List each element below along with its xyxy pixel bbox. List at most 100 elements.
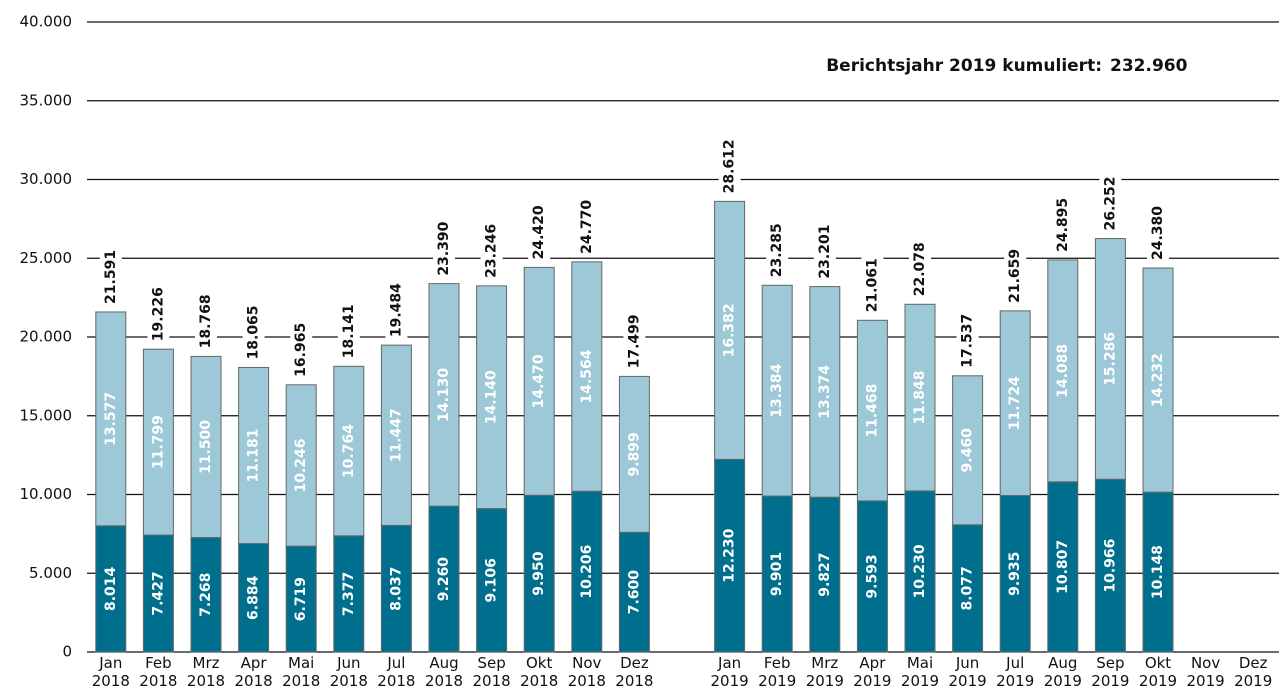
x-tick-label-line: Feb xyxy=(145,654,172,672)
x-tick-label: Jul 2019 xyxy=(996,654,1034,690)
segment-label: 14.232 xyxy=(1150,353,1166,407)
x-tick-label-line: 2019 xyxy=(901,672,939,690)
segment-label: 14.564 xyxy=(579,349,595,403)
segment-label: 8.037 xyxy=(388,567,404,611)
segment-label: 14.088 xyxy=(1055,344,1071,398)
total-label: 22.078 xyxy=(912,242,928,296)
x-tick-label-line: Apr xyxy=(859,654,886,672)
x-tick-label-line: 2019 xyxy=(1234,672,1272,690)
x-tick-label: Aug 2019 xyxy=(1044,654,1082,690)
bar-segment xyxy=(285,545,317,653)
total-label-bg xyxy=(385,275,408,340)
x-tick-label-line: Jan xyxy=(98,654,122,672)
x-tick-label-line: Jul xyxy=(1005,654,1024,672)
bar-segment xyxy=(856,500,888,653)
x-tick-label-line: Mrz xyxy=(811,654,838,672)
bar-segment xyxy=(714,458,746,653)
total-label: 18.141 xyxy=(341,304,357,358)
x-tick-label-line: Nov xyxy=(572,654,601,672)
total-label-bg xyxy=(909,234,931,299)
bar-segment xyxy=(95,311,127,527)
x-tick-label: Dez 2019 xyxy=(1234,654,1272,690)
x-tick-label: Apr 2019 xyxy=(853,654,891,690)
x-tick-label: Feb 2018 xyxy=(139,654,177,690)
x-tick-label: Jun 2019 xyxy=(949,654,987,690)
bar-segment xyxy=(761,284,793,497)
segment-label: 11.447 xyxy=(388,408,404,462)
x-tick-label: Feb 2019 xyxy=(758,654,796,690)
total-label: 23.201 xyxy=(817,225,833,279)
segment-label: 9.901 xyxy=(769,552,785,596)
x-tick-label-line: 2018 xyxy=(615,672,653,690)
x-tick-label-line: 2019 xyxy=(711,672,749,690)
segment-label: 7.427 xyxy=(150,571,166,615)
x-tick-label: Nov 2019 xyxy=(1187,654,1225,690)
segment-label: 6.719 xyxy=(293,577,309,621)
segment-label: 10.148 xyxy=(1150,545,1166,599)
segment-label: 9.460 xyxy=(960,428,976,473)
segment-label: 11.724 xyxy=(1007,376,1023,430)
x-tick-label-line: 2019 xyxy=(853,672,891,690)
x-tick-label-line: 2018 xyxy=(425,672,463,690)
total-label: 23.390 xyxy=(436,221,452,275)
total-label: 19.484 xyxy=(388,283,404,337)
x-tick-label-line: 2019 xyxy=(996,672,1034,690)
total-label: 18.768 xyxy=(198,294,214,348)
total-label-bg xyxy=(956,305,979,370)
x-tick-label-line: Mai xyxy=(907,654,933,672)
x-tick-label: Jul 2018 xyxy=(377,654,415,690)
bar-segment xyxy=(1142,267,1174,493)
x-tick-label-line: Mrz xyxy=(193,654,220,672)
bar-segment xyxy=(238,543,270,653)
total-label-bg xyxy=(290,314,313,379)
bar-segment xyxy=(523,494,555,653)
total-label-bg xyxy=(433,213,455,278)
segment-label: 11.799 xyxy=(150,415,166,469)
segment-label: 13.374 xyxy=(817,365,833,419)
bar-segment xyxy=(428,505,460,653)
segment-label: 10.807 xyxy=(1055,540,1071,594)
segment-label: 11.500 xyxy=(198,420,214,474)
total-label: 24.895 xyxy=(1055,198,1071,252)
x-tick-label: Sep 2019 xyxy=(1091,654,1129,690)
x-tick-label-line: Feb xyxy=(764,654,791,672)
segment-label: 10.230 xyxy=(912,544,928,598)
bar-segment xyxy=(142,348,174,536)
bar-segment xyxy=(1047,259,1079,483)
segment-label: 9.899 xyxy=(626,432,642,476)
total-label: 24.420 xyxy=(531,205,547,259)
x-tick-label: Nov 2018 xyxy=(568,654,606,690)
y-tick-label: 5.000 xyxy=(29,564,72,582)
total-label: 19.226 xyxy=(150,287,166,341)
total-label-bg xyxy=(1004,240,1027,305)
total-label: 26.252 xyxy=(1102,176,1118,230)
bar-segment xyxy=(714,200,746,460)
x-tick-label-line: Dez xyxy=(620,654,649,672)
x-tick-label-line: Mai xyxy=(288,654,314,672)
bar-segment xyxy=(571,261,603,492)
grid xyxy=(87,21,1279,653)
bar-segment xyxy=(142,534,174,653)
segment-label: 8.077 xyxy=(960,566,976,610)
x-tick-label: Mai 2018 xyxy=(282,654,320,690)
annotation-text: Berichtsjahr 2019 kumuliert: xyxy=(826,56,1102,76)
total-label-bg xyxy=(480,215,503,280)
bar-segment xyxy=(1142,491,1174,653)
bar-segment xyxy=(523,266,555,496)
segment-label: 10.966 xyxy=(1102,539,1118,593)
bar-segment xyxy=(1094,478,1126,653)
total-label-bg xyxy=(337,296,360,361)
total-label-bg xyxy=(99,241,122,306)
total-label-bg xyxy=(623,306,646,371)
x-tick-label-line: 2018 xyxy=(473,672,511,690)
x-tick-label-line: Jan xyxy=(717,654,741,672)
segment-label: 14.140 xyxy=(484,370,500,424)
bar-segment xyxy=(285,384,317,547)
x-tick-label: Jun 2018 xyxy=(330,654,368,690)
x-tick-label-line: Jun xyxy=(955,654,979,672)
x-tick-label-line: Jun xyxy=(336,654,360,672)
segment-label: 10.764 xyxy=(341,424,357,478)
total-label: 23.285 xyxy=(769,223,785,277)
